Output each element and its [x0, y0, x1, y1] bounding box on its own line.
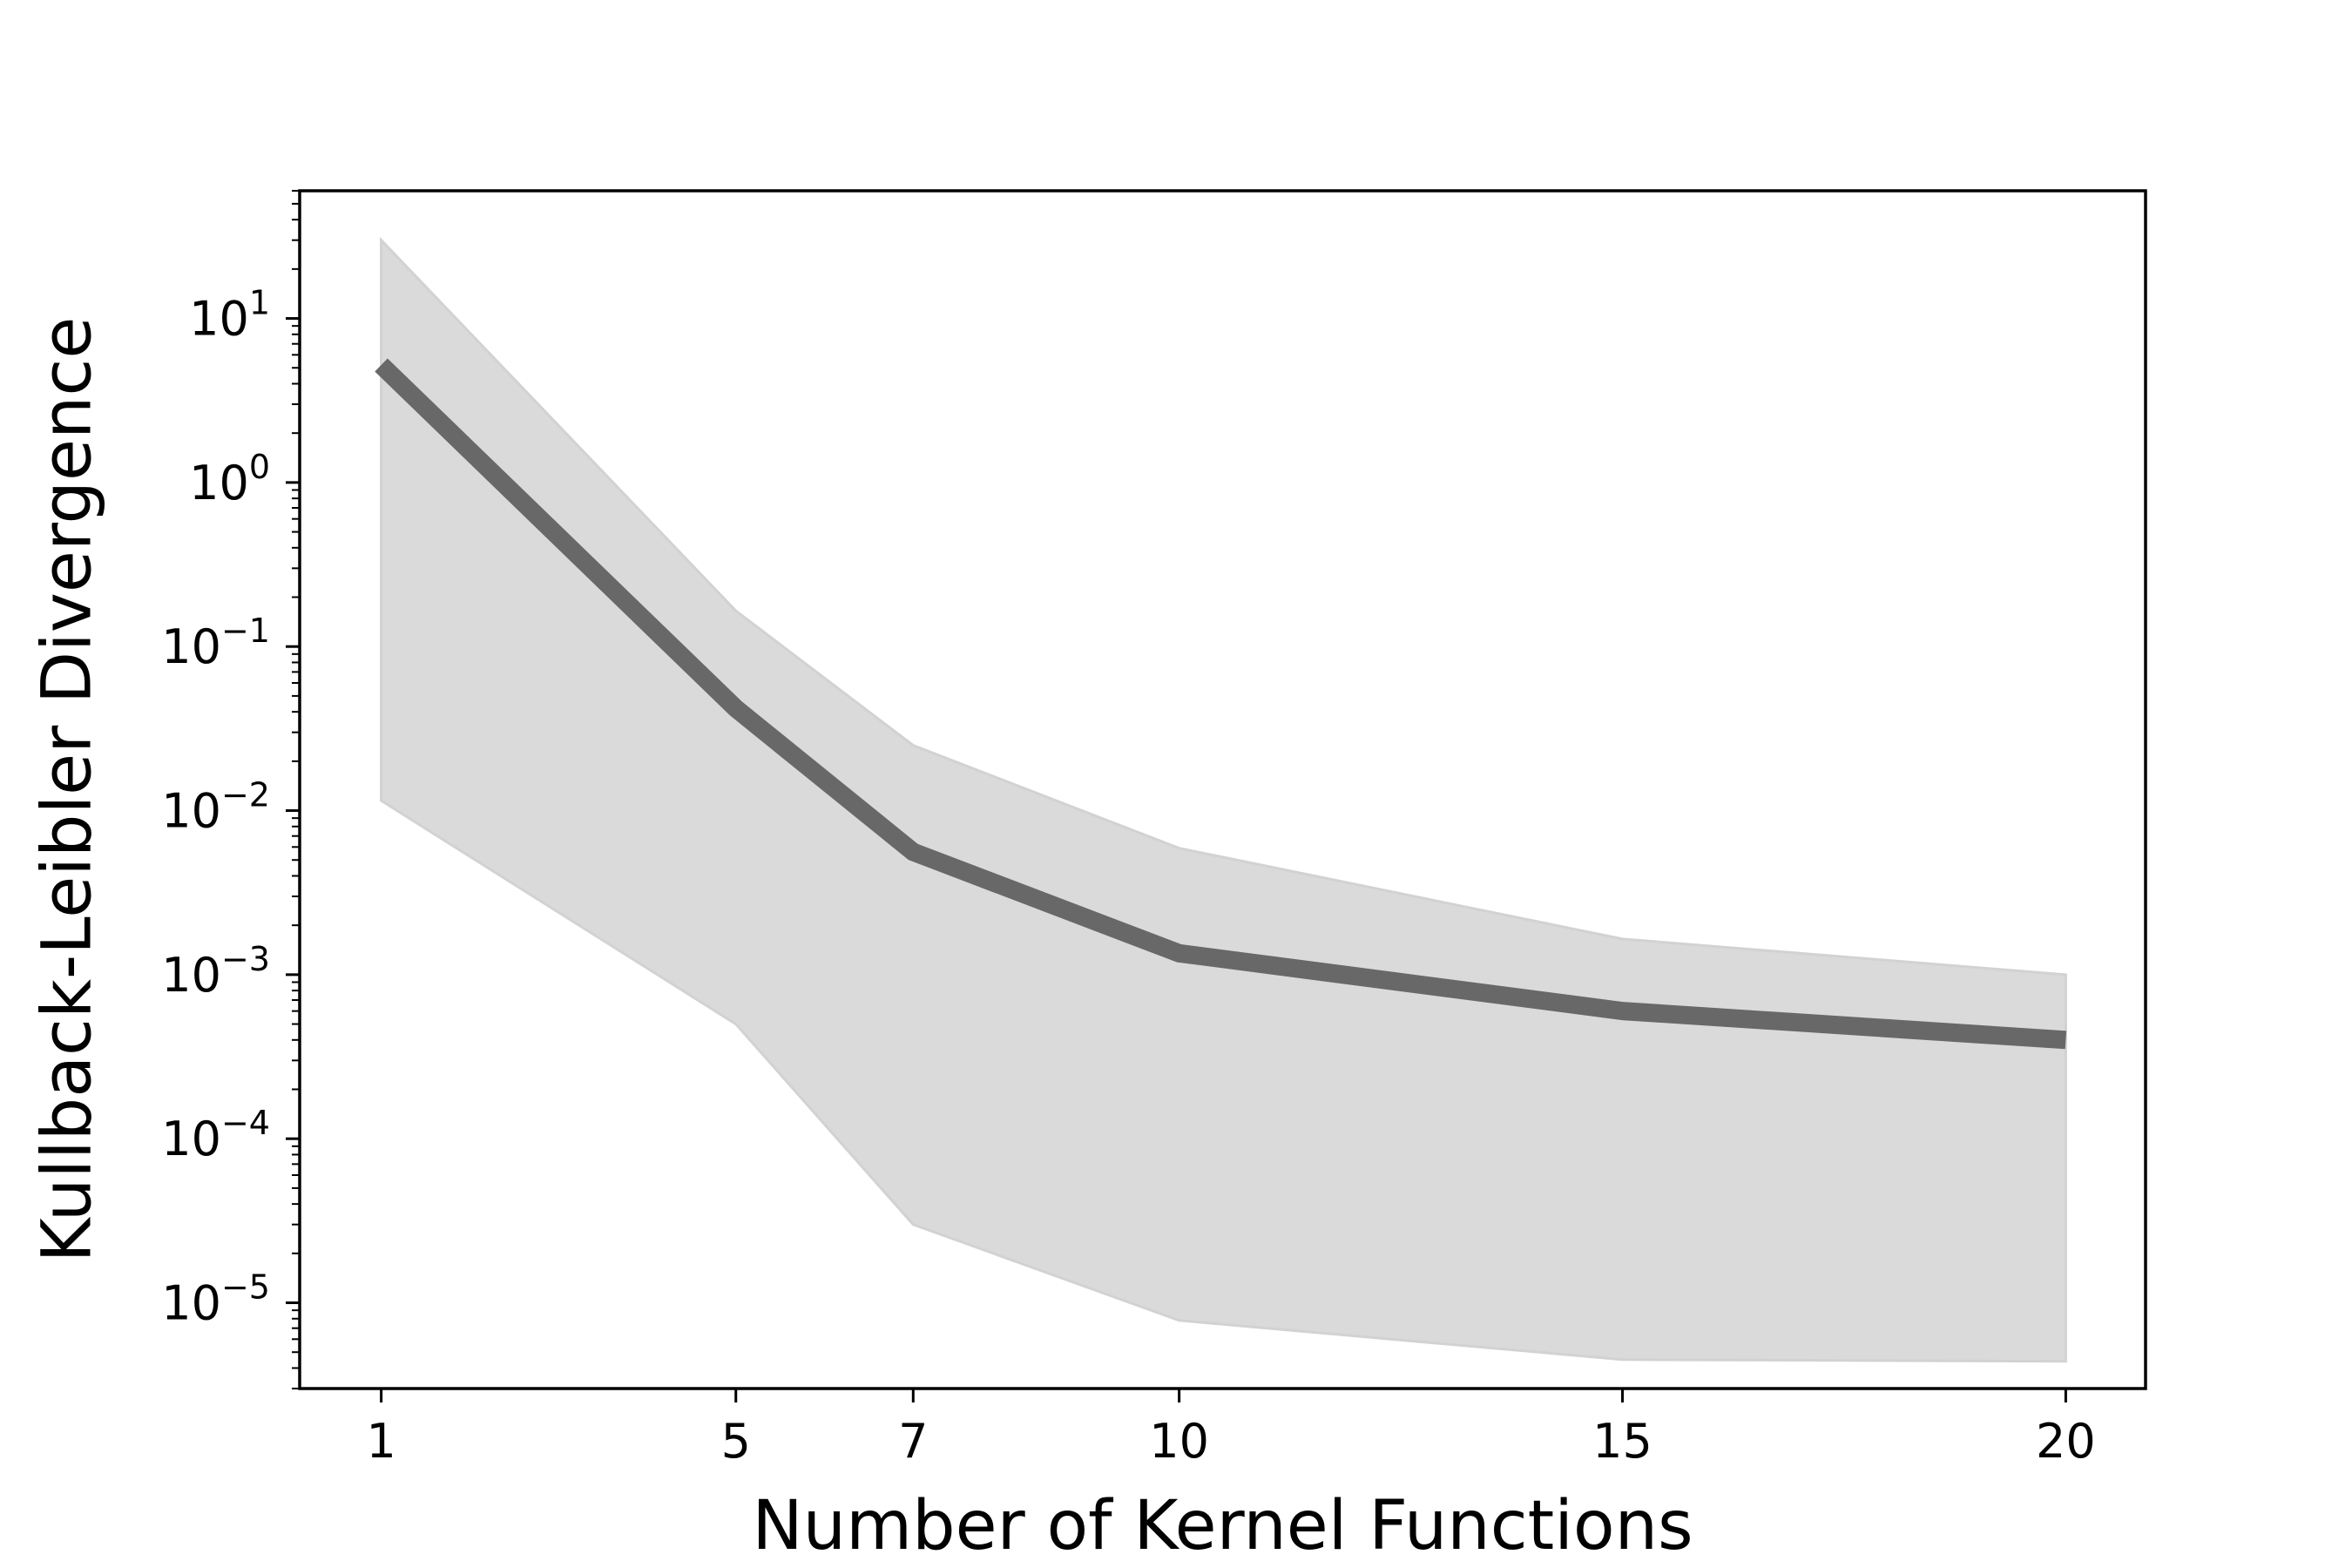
- plot-frame: [298, 189, 2147, 1390]
- y-tick-exponent: 1: [249, 284, 270, 322]
- y-tick-base: 10: [161, 1276, 221, 1331]
- y-tick-exponent: −2: [221, 776, 270, 814]
- y-tick-base: 10: [161, 948, 221, 1003]
- x-tick-label: 10: [1149, 1414, 1209, 1469]
- y-axis-label: Kullback-Leibler Divergence: [28, 317, 106, 1263]
- y-tick-base: 10: [161, 1112, 221, 1166]
- y-tick-label: 10−5: [161, 1268, 270, 1331]
- y-tick-label: 10−1: [161, 612, 270, 674]
- y-tick-label: 101: [189, 284, 270, 347]
- y-tick-label: 10−2: [161, 776, 270, 839]
- x-axis: 1 5 7 10 15 20: [366, 1389, 2096, 1469]
- x-tick-label: 20: [2036, 1414, 2096, 1469]
- series-line-layer: [375, 358, 2067, 1050]
- y-tick-exponent: −3: [221, 940, 270, 978]
- y-tick-base: 10: [161, 619, 221, 674]
- x-tick-label: 1: [366, 1414, 395, 1469]
- x-tick-label: 15: [1592, 1414, 1652, 1469]
- y-tick-exponent: −4: [221, 1104, 270, 1142]
- y-tick-label: 10−3: [161, 940, 270, 1003]
- y-tick-label: 100: [189, 448, 270, 510]
- x-tick-label: 5: [721, 1414, 751, 1469]
- confidence-band: [380, 236, 2067, 1363]
- y-tick-base: 10: [189, 292, 249, 347]
- y-tick-exponent: 0: [249, 448, 270, 486]
- y-tick-label: 10−4: [161, 1104, 270, 1166]
- y-tick-base: 10: [161, 784, 221, 839]
- y-tick-exponent: −1: [221, 612, 270, 650]
- series-line: [375, 358, 2067, 1050]
- x-tick-label: 7: [898, 1414, 928, 1469]
- y-tick-exponent: −5: [221, 1268, 270, 1307]
- confidence-band-layer: [380, 236, 2067, 1363]
- x-axis-label: Number of Kernel Functions: [752, 1487, 1693, 1565]
- y-tick-base: 10: [189, 456, 249, 510]
